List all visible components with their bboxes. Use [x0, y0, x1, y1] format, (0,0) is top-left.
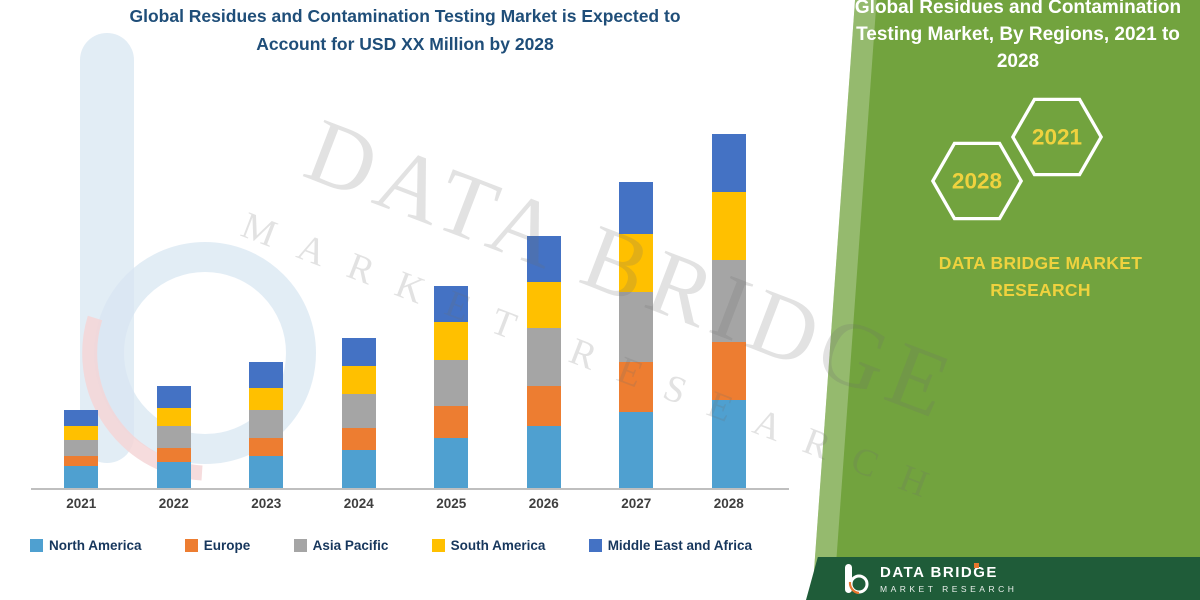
bar-segment-middle-east-and-africa-2023 — [249, 362, 284, 388]
bar-segment-north-america-2027 — [619, 412, 654, 490]
bar-segment-asia-pacific-2021 — [64, 440, 99, 456]
bar-segment-asia-pacific-2028 — [711, 260, 746, 342]
bar-segment-north-america-2026 — [526, 426, 561, 490]
bar-segment-south-america-2028 — [711, 192, 746, 260]
x-axis-label-2024: 2024 — [343, 496, 374, 511]
bar-2024 — [341, 338, 376, 490]
bar-segment-south-america-2022 — [156, 408, 191, 426]
legend-label-asia-pacific: Asia Pacific — [312, 538, 389, 553]
footer-brand-name: DATA BRIDGE — [880, 563, 998, 581]
x-axis-label-2028: 2028 — [713, 496, 744, 511]
bar-segment-asia-pacific-2022 — [156, 426, 191, 448]
side-panel-heading: Global Residues and Contamination Testin… — [854, 0, 1182, 72]
bar-segment-middle-east-and-africa-2022 — [156, 386, 191, 408]
x-axis-labels: 2021 2022 2023 2024 2025 2026 2027 2028 — [35, 496, 775, 511]
hexagon-year-2021: 2021 — [1032, 125, 1082, 150]
chart-title-line1: Global Residues and Contamination Testin… — [129, 6, 681, 26]
bar-segment-middle-east-and-africa-2025 — [434, 286, 469, 322]
bar-segment-europe-2023 — [249, 438, 284, 456]
bar-segment-asia-pacific-2025 — [434, 360, 469, 406]
x-axis-label-2021: 2021 — [66, 496, 97, 511]
bar-segment-europe-2025 — [434, 406, 469, 438]
side-panel-brand-text: DATA BRIDGE MARKET RESEARCH — [938, 253, 1143, 301]
legend-item-north-america: North America — [30, 538, 142, 553]
footer-brand-strip: DATA BRIDGE MARKET RESEARCH — [806, 557, 1200, 600]
bar-2028 — [711, 134, 746, 490]
legend-label-north-america: North America — [49, 538, 142, 553]
bar-segment-asia-pacific-2027 — [619, 292, 654, 362]
bar-segment-europe-2022 — [156, 448, 191, 462]
bar-segment-south-america-2021 — [64, 426, 99, 440]
legend-item-asia-pacific: Asia Pacific — [293, 538, 389, 553]
data-bridge-logo-icon — [845, 563, 869, 594]
bar-segment-north-america-2021 — [64, 466, 99, 490]
bar-segment-north-america-2028 — [711, 400, 746, 490]
legend-label-middle-east-and-africa: Middle East and Africa — [607, 538, 752, 553]
stacked-bar-chart — [31, 92, 789, 490]
footer-brand-text-block: DATA BRIDGE MARKET RESEARCH — [880, 562, 1018, 594]
hexagon-badge-2028: 2028 — [930, 141, 1024, 221]
bar-segment-asia-pacific-2026 — [526, 328, 561, 386]
bar-segment-europe-2024 — [341, 428, 376, 450]
x-axis-label-2022: 2022 — [158, 496, 189, 511]
chart-title-line2: Account for USD XX Million by 2028 — [256, 34, 554, 54]
legend-label-south-america: South America — [450, 538, 546, 553]
bar-2027 — [619, 182, 654, 490]
side-panel: Global Residues and Contamination Testin… — [811, 0, 1200, 600]
chart-title: Global Residues and Contamination Testin… — [35, 2, 775, 58]
bar-segment-middle-east-and-africa-2027 — [619, 182, 654, 234]
bar-segment-asia-pacific-2023 — [249, 410, 284, 438]
footer-brand-orange-dot — [974, 562, 979, 568]
bar-segment-north-america-2024 — [341, 450, 376, 490]
bar-segment-south-america-2026 — [526, 282, 561, 328]
bar-segment-north-america-2025 — [434, 438, 469, 490]
bar-segment-north-america-2022 — [156, 462, 191, 490]
legend-label-europe: Europe — [203, 538, 251, 553]
bar-segment-europe-2027 — [619, 362, 654, 412]
legend-swatch-europe — [184, 539, 198, 552]
bar-segment-europe-2021 — [64, 456, 99, 466]
bar-segment-middle-east-and-africa-2024 — [341, 338, 376, 366]
bar-segment-south-america-2025 — [434, 322, 469, 360]
x-axis-label-2025: 2025 — [436, 496, 467, 511]
legend-item-middle-east-and-africa: Middle East and Africa — [588, 538, 752, 553]
x-axis-label-2023: 2023 — [251, 496, 282, 511]
x-axis-label-2026: 2026 — [528, 496, 559, 511]
bar-2022 — [156, 386, 191, 490]
legend-swatch-middle-east-and-africa — [588, 539, 602, 552]
bar-segment-north-america-2023 — [249, 456, 284, 490]
legend-item-europe: Europe — [184, 538, 251, 553]
x-axis-label-2027: 2027 — [621, 496, 652, 511]
bar-2021 — [64, 410, 99, 490]
bar-segment-europe-2026 — [526, 386, 561, 426]
chart-legend: North America Europe Asia Pacific South Ame… — [30, 538, 752, 553]
x-axis-line — [31, 488, 789, 490]
legend-item-south-america: South America — [431, 538, 546, 553]
bar-segment-south-america-2023 — [249, 388, 284, 410]
bar-segment-middle-east-and-africa-2021 — [64, 410, 99, 426]
hexagon-year-2028: 2028 — [952, 169, 1002, 194]
legend-swatch-south-america — [431, 539, 445, 552]
bar-2025 — [434, 286, 469, 490]
footer-brand-subtitle: MARKET RESEARCH — [880, 583, 1018, 594]
bar-2023 — [249, 362, 284, 490]
bar-segment-asia-pacific-2024 — [341, 394, 376, 428]
bar-segment-south-america-2027 — [619, 234, 654, 292]
bar-segment-south-america-2024 — [341, 366, 376, 394]
bar-segment-europe-2028 — [711, 342, 746, 400]
bar-segment-middle-east-and-africa-2028 — [711, 134, 746, 192]
hexagon-badge-2021: 2021 — [1010, 97, 1104, 177]
bar-2026 — [526, 236, 561, 490]
bar-segment-middle-east-and-africa-2026 — [526, 236, 561, 282]
legend-swatch-asia-pacific — [293, 539, 307, 552]
legend-swatch-north-america — [30, 539, 43, 552]
